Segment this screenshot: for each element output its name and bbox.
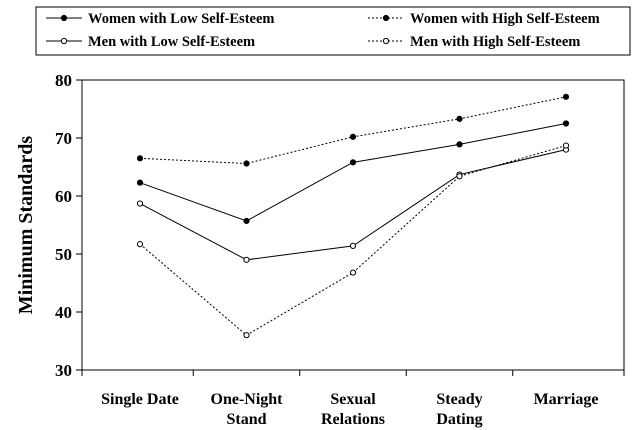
- data-point: [456, 173, 463, 180]
- plot-frame: [81, 79, 625, 371]
- data-point: [243, 217, 250, 225]
- series-line: [139, 96, 567, 165]
- series-women-with-high-self-esteem: [136, 93, 570, 167]
- y-tick-label: 30: [55, 361, 72, 380]
- series-line: [139, 145, 567, 336]
- data-point: [456, 115, 463, 122]
- legend: Women with Low Self-Esteem Women with Hig…: [35, 6, 631, 56]
- legend-marker: [60, 14, 68, 22]
- x-tick-label: Marriage: [534, 391, 599, 408]
- y-tick-label: 70: [55, 129, 72, 148]
- data-point: [349, 269, 357, 276]
- legend-item-men-with-low-self-esteem: Men with Low Self-Esteem: [46, 34, 255, 50]
- data-point: [349, 133, 357, 140]
- data-point: [562, 93, 570, 100]
- data-point: [136, 241, 144, 248]
- x-tick-label: One-Night Stand: [211, 391, 284, 428]
- series-women-with-low-self-esteem: [136, 120, 570, 225]
- data-point: [136, 200, 144, 207]
- legend-label: Men with Low Self-Esteem: [88, 34, 255, 50]
- x-tick-label: Sexual Relations: [321, 391, 385, 428]
- data-point: [136, 155, 144, 162]
- data-point: [243, 256, 250, 263]
- plot-area: [136, 93, 570, 339]
- y-axis-title: Minimum Standards: [15, 136, 37, 315]
- axes: 30 40 50 60 70 80 Single Date One-Night Stand Sex…: [55, 71, 625, 428]
- legend-label: Men with High Self-Esteem: [410, 34, 580, 50]
- x-tick-label: Steady Dating: [436, 391, 482, 428]
- data-point: [562, 142, 570, 149]
- legend-label: Women with Low Self-Esteem: [88, 11, 274, 27]
- y-tick-label: 50: [55, 245, 72, 264]
- legend-item-men-with-high-self-esteem: Men with High Self-Esteem: [368, 34, 580, 50]
- y-tick-label: 40: [55, 303, 72, 322]
- data-point: [136, 179, 144, 186]
- series-men-with-high-self-esteem: [136, 142, 570, 339]
- data-point: [349, 159, 357, 166]
- legend-item-women-with-low-self-esteem: Women with Low Self-Esteem: [46, 11, 274, 27]
- x-tick-label: Single Date: [101, 391, 179, 408]
- legend-box: [35, 6, 631, 56]
- legend-item-women-with-high-self-esteem: Women with High Self-Esteem: [368, 11, 600, 27]
- data-point: [349, 242, 357, 249]
- legend-marker: [382, 37, 390, 45]
- data-point: [243, 332, 250, 339]
- y-tick-label: 60: [55, 187, 72, 206]
- legend-marker: [60, 37, 68, 45]
- data-point: [456, 141, 463, 148]
- data-point: [243, 160, 250, 167]
- legend-marker: [382, 14, 390, 22]
- data-point: [562, 120, 570, 127]
- y-tick-label: 80: [55, 71, 72, 90]
- legend-label: Women with High Self-Esteem: [410, 11, 600, 27]
